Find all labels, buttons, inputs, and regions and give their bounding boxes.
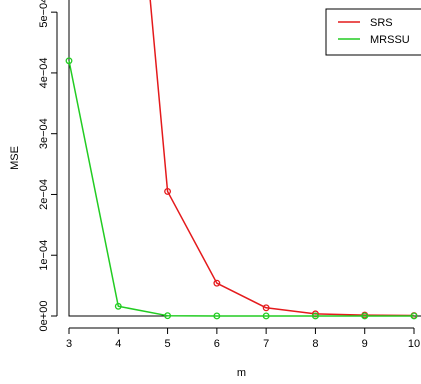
- data-point: [262, 312, 270, 320]
- y-tick-label: 0e+00: [38, 301, 50, 332]
- legend: SRS MRSSU: [325, 8, 421, 56]
- data-point: [361, 312, 369, 320]
- series-line: [68, 60, 414, 317]
- x-tick-label: 7: [263, 338, 269, 350]
- x-tick-label: 6: [214, 338, 220, 350]
- x-tick-label: 3: [66, 338, 72, 350]
- series-layer: [65, 0, 418, 320]
- data-point: [410, 312, 418, 320]
- data-point: [213, 312, 221, 320]
- x-tick-label: 9: [362, 338, 368, 350]
- data-point: [213, 279, 221, 287]
- x-tick-label: 10: [408, 338, 420, 350]
- y-tick-label: 3e−04: [38, 118, 50, 149]
- legend-label: MRSSU: [370, 34, 410, 46]
- y-tick-label: 4e−04: [38, 57, 50, 88]
- x-tick-label: 5: [165, 338, 171, 350]
- data-point: [164, 312, 172, 320]
- data-point: [114, 302, 122, 310]
- series-line: [149, 0, 415, 317]
- legend-label: SRS: [370, 17, 393, 29]
- data-point: [164, 187, 172, 195]
- x-tick-label: 8: [312, 338, 318, 350]
- data-point: [262, 304, 270, 312]
- data-point: [311, 312, 319, 320]
- y-tick-label: 2e−04: [38, 179, 50, 210]
- legend-box: [325, 8, 421, 56]
- y-tick-label: 1e−04: [38, 240, 50, 271]
- x-tick-label: 4: [115, 338, 121, 350]
- y-tick-label: 5e−04: [38, 0, 50, 28]
- x-axis-title: m: [237, 367, 246, 379]
- data-point: [65, 57, 73, 65]
- axes: 3 4 5 6 7 8 9 10 0e+00 1e−04 2e−04 3e−04 4e−04 5e−04: [38, 0, 421, 350]
- y-axis-title: MSE: [9, 146, 21, 170]
